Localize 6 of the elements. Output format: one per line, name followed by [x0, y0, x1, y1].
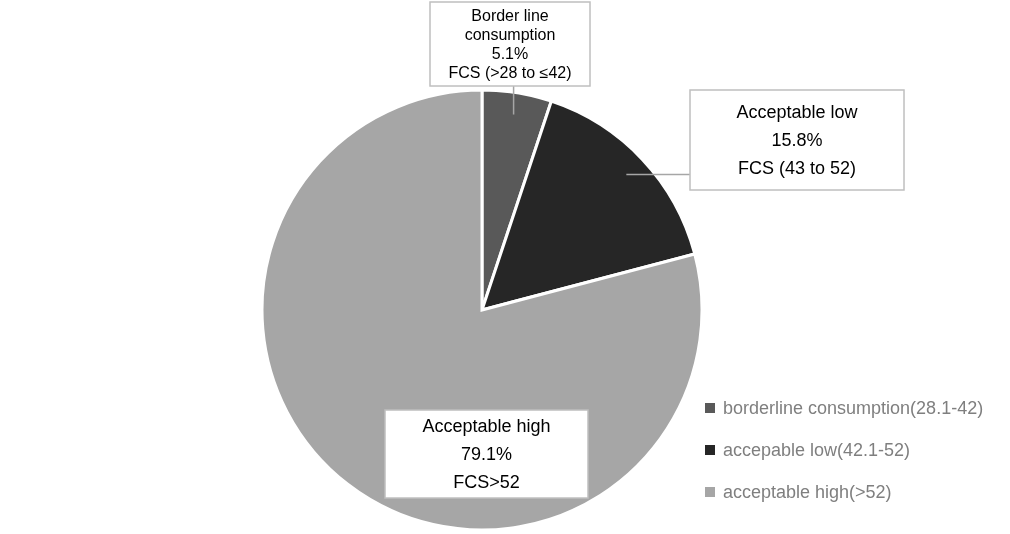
- legend-label: borderline consumption(28.1-42): [723, 397, 984, 420]
- legend-label: acceptable high(>52): [723, 481, 892, 504]
- data-label: Acceptable high 79.1% FCS>52: [422, 416, 551, 493]
- legend-label: accepable low(42.1-52): [723, 439, 911, 462]
- data-label: Acceptable low 15.8% FCS (43 to 52): [736, 102, 859, 179]
- data-label: Border line consumption 5.1% FCS (>28 to ≤42): [448, 7, 572, 82]
